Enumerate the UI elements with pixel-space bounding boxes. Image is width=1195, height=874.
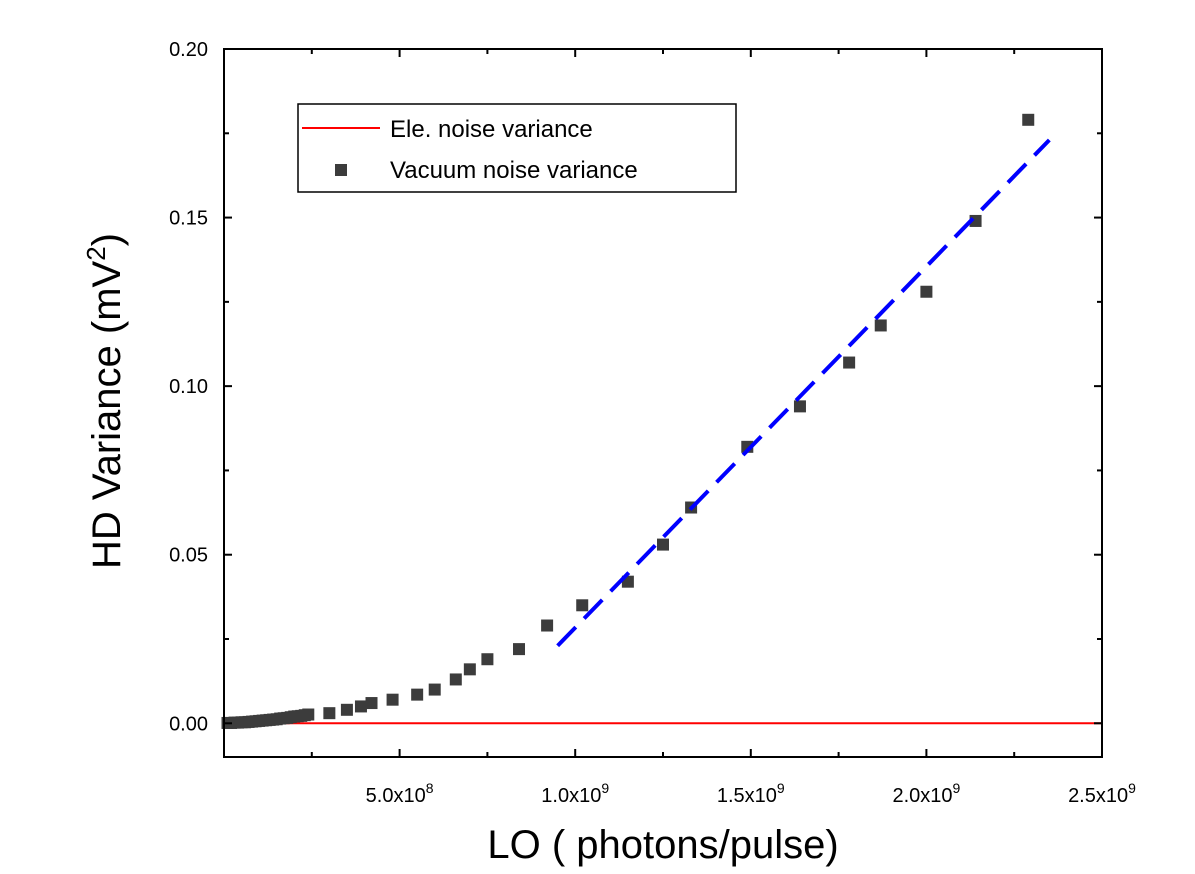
vacuum-noise-point bbox=[920, 285, 933, 298]
vacuum-noise-point bbox=[302, 708, 315, 721]
legend: Ele. noise variance Vacuum noise variance bbox=[297, 103, 737, 193]
vacuum-noise-point bbox=[428, 683, 441, 696]
vacuum-noise-point bbox=[541, 619, 554, 632]
x-tick-label-base: 2.0x10 bbox=[892, 785, 952, 807]
x-tick-label-exponent: 9 bbox=[601, 780, 609, 796]
x-tick-label: 5.0x108 bbox=[366, 780, 434, 807]
legend-box bbox=[297, 103, 737, 193]
y-axis-title-close: ) bbox=[85, 233, 129, 246]
y-axis-title-main: HD Variance (mV bbox=[85, 260, 129, 569]
x-tick-label-exponent: 9 bbox=[1128, 780, 1136, 796]
x-tick-label-exponent: 8 bbox=[426, 780, 434, 796]
vacuum-noise-point bbox=[1022, 113, 1035, 126]
y-tick-label: 0.15 bbox=[169, 208, 208, 230]
legend-swatch-vacuum-noise bbox=[335, 164, 347, 176]
x-tick-label: 2.0x109 bbox=[892, 780, 960, 807]
y-tick-label: 0.05 bbox=[169, 545, 208, 567]
x-tick-label-exponent: 9 bbox=[953, 780, 961, 796]
vacuum-noise-point bbox=[874, 319, 887, 332]
legend-label-ele-noise: Ele. noise variance bbox=[390, 116, 593, 143]
y-axis-title: HD Variance (mV2) bbox=[81, 233, 129, 569]
vacuum-noise-point bbox=[843, 356, 856, 369]
vacuum-noise-point bbox=[354, 700, 367, 713]
fit-line bbox=[556, 138, 1051, 648]
vacuum-noise-point bbox=[386, 693, 399, 706]
legend-label-vacuum-noise: Vacuum noise variance bbox=[390, 157, 638, 184]
y-tick-label: 0.10 bbox=[169, 376, 208, 398]
vacuum-noise-point bbox=[365, 697, 378, 710]
plot-elements bbox=[221, 113, 1102, 729]
x-tick-label: 2.5x109 bbox=[1068, 780, 1136, 807]
y-tick-label: 0.00 bbox=[169, 713, 208, 735]
x-axis-title: LO ( photons/pulse) bbox=[487, 823, 838, 867]
x-tick-label-base: 1.5x10 bbox=[717, 785, 777, 807]
vacuum-noise-point bbox=[411, 688, 424, 701]
x-tick-label-base: 2.5x10 bbox=[1068, 785, 1128, 807]
vacuum-noise-point bbox=[657, 538, 669, 551]
x-tick-label: 1.5x109 bbox=[717, 780, 785, 807]
x-tick-label-exponent: 9 bbox=[777, 780, 785, 796]
vacuum-noise-point bbox=[576, 599, 589, 612]
vacuum-noise-point bbox=[323, 707, 336, 720]
vacuum-noise-point bbox=[340, 703, 353, 716]
vacuum-noise-point bbox=[481, 653, 494, 666]
axes: 0.000.050.100.150.205.0x108 1.0x109 1.5x10… bbox=[169, 39, 1136, 807]
x-tick-label-base: 1.0x10 bbox=[541, 785, 601, 807]
vacuum-noise-point bbox=[793, 400, 806, 413]
y-tick-label: 0.20 bbox=[169, 39, 208, 61]
y-axis-title-superscript: 2 bbox=[81, 246, 111, 260]
vacuum-noise-point bbox=[513, 643, 526, 656]
x-tick-label: 1.0x109 bbox=[541, 780, 609, 807]
vacuum-noise-point bbox=[449, 673, 462, 686]
vacuum-noise-point bbox=[463, 663, 476, 676]
x-tick-label-base: 5.0x10 bbox=[366, 785, 426, 807]
